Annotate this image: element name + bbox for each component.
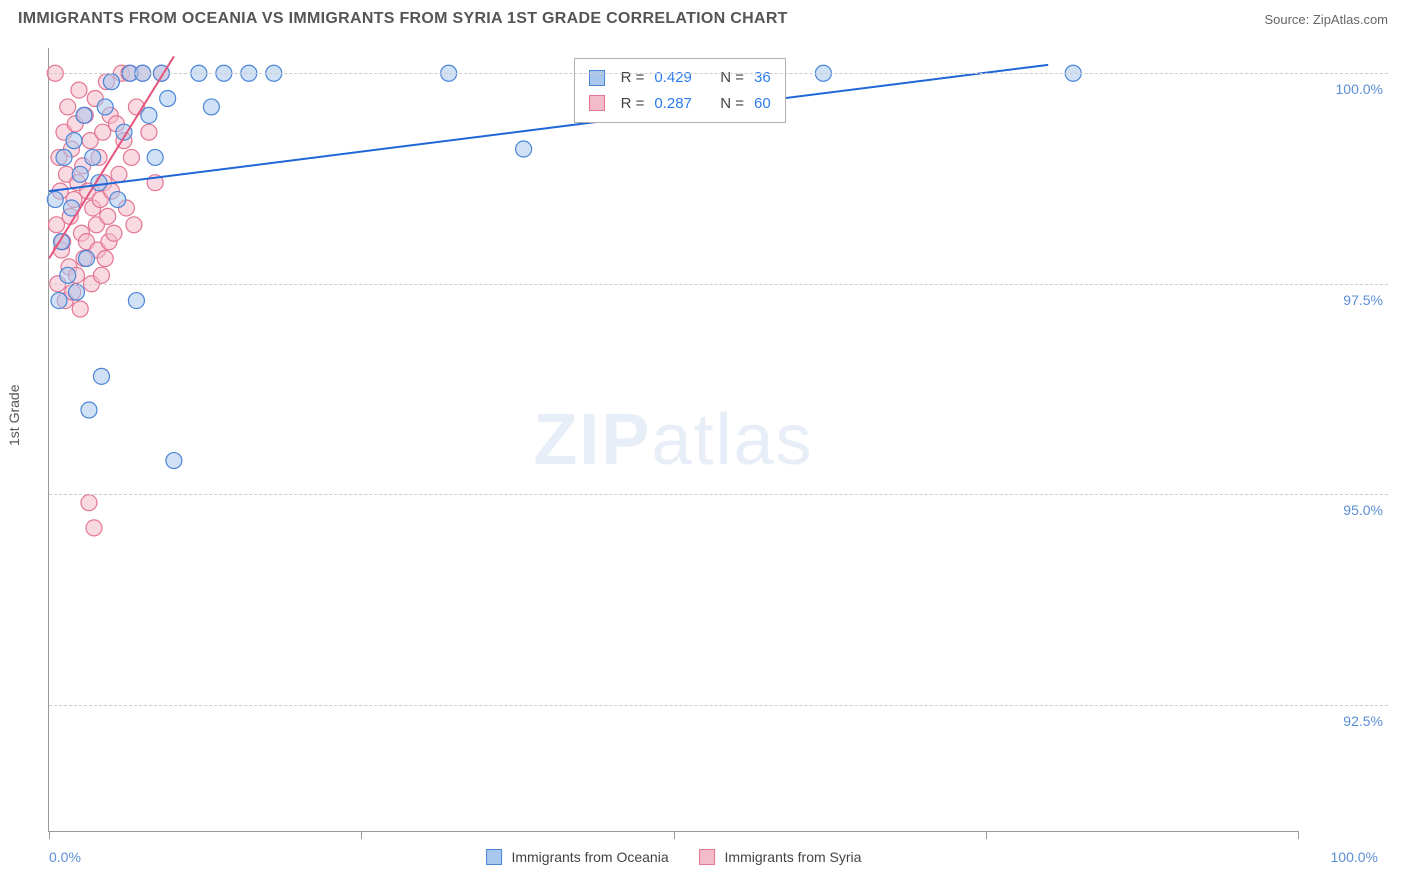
plot-area: ZIPatlas R = 0.429 N = 36 R = 0.287 N = … <box>48 48 1298 832</box>
x-tick <box>674 831 675 839</box>
stats-r-oceania: 0.429 <box>654 65 692 91</box>
data-point <box>97 99 113 115</box>
data-point <box>56 149 72 165</box>
stats-r-label: R = <box>621 91 645 117</box>
x-tick <box>986 831 987 839</box>
data-point <box>166 453 182 469</box>
data-point <box>60 267 76 283</box>
swatch-oceania-icon <box>589 70 605 86</box>
legend-swatch-syria-icon <box>699 849 715 865</box>
legend-swatch-oceania-icon <box>486 849 502 865</box>
x-tick <box>1298 831 1299 839</box>
data-point <box>100 208 116 224</box>
data-point <box>71 82 87 98</box>
data-point <box>141 124 157 140</box>
x-axis-max-label: 100.0% <box>1331 849 1378 865</box>
legend-item-syria: Immigrants from Syria <box>699 849 862 865</box>
data-point <box>85 149 101 165</box>
data-point <box>66 133 82 149</box>
legend-label-oceania: Immigrants from Oceania <box>511 849 668 865</box>
data-point <box>72 301 88 317</box>
gridline-h <box>49 705 1388 706</box>
x-tick <box>361 831 362 839</box>
gridline-h <box>49 73 1388 74</box>
source-label: Source: ZipAtlas.com <box>1264 12 1388 27</box>
legend: Immigrants from Oceania Immigrants from … <box>486 849 862 865</box>
data-point <box>106 225 122 241</box>
data-point <box>93 267 109 283</box>
data-point <box>78 250 94 266</box>
chart-container: ZIPatlas R = 0.429 N = 36 R = 0.287 N = … <box>48 48 1388 832</box>
data-point <box>128 293 144 309</box>
data-point <box>47 192 63 208</box>
data-point <box>111 166 127 182</box>
stats-r-label: R = <box>621 65 645 91</box>
stats-n-label: N = <box>720 65 744 91</box>
data-point <box>51 293 67 309</box>
data-point <box>81 495 97 511</box>
data-point <box>123 149 139 165</box>
data-point <box>86 520 102 536</box>
data-point <box>203 99 219 115</box>
data-point <box>103 74 119 90</box>
data-point <box>516 141 532 157</box>
data-point <box>60 99 76 115</box>
data-point <box>95 124 111 140</box>
gridline-h <box>49 494 1388 495</box>
data-point <box>76 107 92 123</box>
data-point <box>110 192 126 208</box>
x-tick <box>49 831 50 839</box>
x-axis-min-label: 0.0% <box>49 849 81 865</box>
stats-n-label: N = <box>720 91 744 117</box>
y-tick-label: 92.5% <box>1303 713 1383 729</box>
data-point <box>68 284 84 300</box>
gridline-h <box>49 284 1388 285</box>
chart-title: IMMIGRANTS FROM OCEANIA VS IMMIGRANTS FR… <box>18 10 788 28</box>
data-point <box>81 402 97 418</box>
data-point <box>141 107 157 123</box>
y-tick-label: 97.5% <box>1303 292 1383 308</box>
y-tick-label: 95.0% <box>1303 502 1383 518</box>
data-point <box>126 217 142 233</box>
data-point <box>48 217 64 233</box>
scatter-svg <box>49 48 1298 831</box>
stats-r-syria: 0.287 <box>654 91 692 117</box>
trend-line <box>49 65 1048 191</box>
data-point <box>147 149 163 165</box>
legend-label-syria: Immigrants from Syria <box>725 849 862 865</box>
y-axis-label: 1st Grade <box>6 385 22 446</box>
stats-box: R = 0.429 N = 36 R = 0.287 N = 60 <box>574 58 786 123</box>
stats-row-oceania: R = 0.429 N = 36 <box>589 65 771 91</box>
swatch-syria-icon <box>589 95 605 111</box>
data-point <box>93 368 109 384</box>
legend-item-oceania: Immigrants from Oceania <box>486 849 669 865</box>
data-point <box>160 91 176 107</box>
y-tick-label: 100.0% <box>1303 81 1383 97</box>
data-point <box>97 250 113 266</box>
data-point <box>72 166 88 182</box>
stats-n-syria: 60 <box>754 91 771 117</box>
stats-n-oceania: 36 <box>754 65 771 91</box>
stats-row-syria: R = 0.287 N = 60 <box>589 91 771 117</box>
